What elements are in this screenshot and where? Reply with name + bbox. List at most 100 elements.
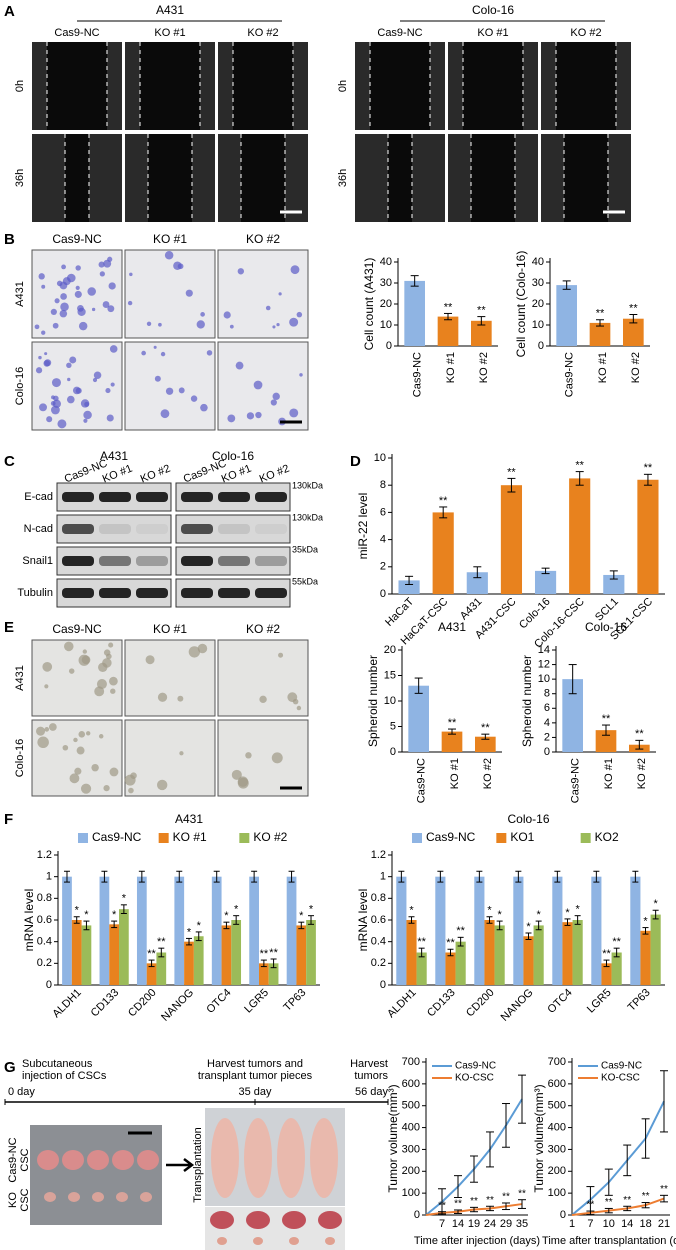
cell [51,378,61,388]
error-bar [541,567,550,575]
cell [185,289,193,297]
cell [80,783,92,794]
tumor [87,1150,109,1170]
error-bar [515,870,522,883]
error-bar [525,932,532,940]
significance: ** [587,1200,595,1211]
cell [245,752,252,759]
y-tick-label: 40 [532,256,544,268]
cell [164,250,174,260]
x-tick-label: ALDH1 [385,987,419,1021]
cell [98,261,105,268]
micrograph [124,719,216,797]
image-label: Transplantation [192,1127,204,1202]
significance: * [497,909,502,921]
legend-swatch [412,833,422,843]
bar [562,922,573,985]
y-tick-label: 8 [380,479,386,491]
column-label: KO #2 [570,27,601,39]
y-tick-label: 30 [532,277,544,289]
cell-free-gap [564,134,608,222]
bar [484,920,495,985]
y-tick-label: 100 [548,1187,566,1199]
cell [92,377,98,383]
timeline-event: tumors [354,1070,388,1082]
cell [109,676,118,686]
tumor [116,1192,128,1202]
bar [562,679,583,752]
y-axis-label: mRNA level [356,889,370,952]
error-bar [454,1175,462,1199]
bar [406,920,417,985]
y-tick-label: 0 [46,979,52,991]
cell [276,323,280,327]
error-bar [574,915,581,925]
error-bar [641,1118,650,1159]
error-bar [502,1202,510,1211]
cell [74,290,82,298]
cell [128,787,134,794]
error-bar [233,915,240,925]
cell [64,641,74,652]
y-tick-label: 4 [380,534,386,546]
y-axis-label: Spheroid number [366,655,380,747]
y-tick-label: 0 [386,340,392,352]
error-bar [457,936,464,947]
x-tick-label: LGR5 [242,987,271,1016]
tumor [282,1211,306,1229]
blot-band [136,588,168,598]
protein-label: Snail1 [22,555,53,567]
significance: * [409,905,414,917]
x-tick-label: 1 [569,1218,575,1230]
significance: ** [596,308,605,320]
cell [196,320,205,329]
x-tick-label: 29 [500,1218,512,1230]
significance: * [224,910,229,922]
legend-label: Cas9-NC [426,830,476,844]
tumor [289,1237,299,1245]
blot-band [255,556,287,566]
row-label: 36h [14,169,26,187]
y-tick-label: 0 [390,746,396,758]
cell-free-gap [556,42,616,130]
significance: ** [147,948,156,960]
panel-letter: F [4,811,13,828]
chart-title: A431 [175,812,203,826]
significance: * [643,915,648,927]
cell [81,655,91,665]
micrograph [217,719,309,797]
y-tick-label: 0 [538,340,544,352]
cell [237,268,245,275]
panel-letter: E [4,619,14,636]
cell [107,305,115,313]
tumor [246,1211,270,1229]
cell [38,273,45,280]
bar [523,936,534,985]
cell [127,300,133,306]
cell [43,360,51,367]
tumor [37,1150,59,1170]
significance: * [122,893,127,905]
marker-label: 130kDa [292,512,323,522]
cell [246,412,255,420]
row-label: CSC [19,1148,31,1171]
bar [109,924,120,985]
error-bar [660,1194,668,1203]
bar [513,876,524,985]
x-tick-label: 24 [484,1218,496,1230]
bar [494,925,505,985]
tumor [210,1211,234,1229]
bar [466,572,488,594]
line [571,1197,665,1216]
error-bar [213,870,220,883]
cell [91,307,96,312]
cell [109,767,119,777]
significance: ** [481,722,490,734]
bar [595,730,617,752]
cell [156,779,168,791]
error-bar [418,947,425,958]
cell [80,399,90,408]
y-tick-label: 700 [548,1056,566,1068]
significance: ** [605,1197,613,1208]
bar [416,952,427,985]
